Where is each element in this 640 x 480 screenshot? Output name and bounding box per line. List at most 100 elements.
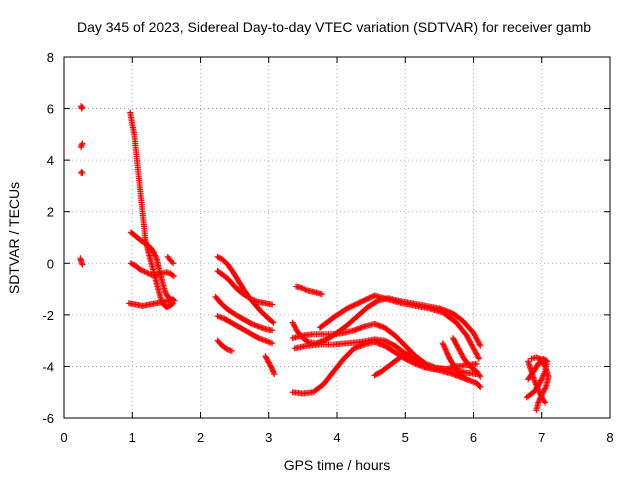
data-point [471, 332, 478, 339]
data-point [267, 363, 274, 370]
data-point [443, 349, 450, 356]
data-point [262, 353, 269, 360]
data-point [475, 338, 482, 345]
data-point [142, 269, 149, 276]
data-point [463, 332, 470, 339]
data-point [451, 337, 458, 344]
data-point [473, 335, 480, 342]
data-point [265, 359, 272, 366]
data-point [291, 323, 298, 330]
data-point [79, 104, 86, 111]
data-point [542, 399, 549, 406]
data-point [470, 329, 477, 336]
y-axis-label: SDTVAR / TECUs [6, 182, 22, 294]
data-point [542, 385, 549, 392]
data-point [269, 301, 276, 308]
data-point [476, 383, 483, 390]
data-point [291, 322, 298, 329]
data-point [538, 376, 545, 383]
x-axis-label: GPS time / hours [284, 457, 391, 473]
data-point [268, 364, 275, 371]
data-point [292, 324, 299, 331]
x-tick-label: 8 [606, 430, 613, 445]
axis-ticks [63, 56, 611, 419]
data-point [301, 286, 308, 293]
data-point [475, 340, 482, 347]
data-point [444, 351, 451, 358]
data-point [475, 354, 482, 361]
data-point [538, 393, 545, 400]
data-point [542, 384, 549, 391]
data-point [170, 260, 177, 267]
data-point [450, 335, 457, 342]
data-point [79, 140, 86, 147]
data-point [170, 296, 177, 303]
data-point [453, 341, 460, 348]
data-point [373, 298, 380, 305]
data-point [440, 341, 447, 348]
data-point [533, 407, 540, 414]
data-point [271, 371, 278, 378]
data-point [540, 389, 547, 396]
data-point [472, 349, 479, 356]
data-point [541, 398, 548, 405]
data-point [144, 269, 151, 276]
data-point [290, 320, 297, 327]
data-point [169, 272, 176, 279]
data-point [162, 288, 169, 295]
data-point [388, 340, 395, 347]
data-point [475, 355, 482, 362]
data-point [477, 373, 484, 380]
data-point [385, 339, 392, 346]
data-point [456, 346, 463, 353]
data-point [524, 393, 531, 400]
data-point [443, 347, 450, 354]
data-point [138, 267, 145, 274]
data-point [456, 347, 463, 354]
x-tick-label: 1 [129, 430, 136, 445]
data-point [473, 351, 480, 358]
data-point [289, 319, 296, 326]
data-point [477, 384, 484, 391]
data-point [459, 353, 466, 360]
plot-frame [63, 56, 611, 419]
y-tick-label: 2 [47, 205, 54, 220]
data-point [454, 344, 461, 351]
data-point [270, 319, 277, 326]
data-point [228, 347, 235, 354]
data-point [79, 261, 86, 268]
data-point [454, 342, 461, 349]
data-point [463, 376, 470, 383]
data-point [381, 337, 388, 344]
data-point [263, 355, 270, 362]
data-point [267, 362, 274, 369]
data-point [473, 350, 480, 357]
data-point [439, 340, 446, 347]
data-point [450, 336, 457, 343]
data-point [247, 295, 254, 302]
data-point [170, 273, 177, 280]
data-point [405, 350, 412, 357]
x-tick-label: 6 [470, 430, 477, 445]
data-point [473, 360, 480, 367]
data-points [77, 102, 552, 414]
data-point [78, 105, 85, 112]
data-point [78, 260, 85, 267]
data-point [523, 394, 530, 401]
data-point [467, 340, 474, 347]
data-point [538, 391, 545, 398]
data-point [299, 285, 306, 292]
data-point [145, 270, 152, 277]
data-point [440, 342, 447, 349]
data-point [476, 341, 483, 348]
data-point [457, 349, 464, 356]
data-point [531, 378, 538, 385]
data-point [263, 354, 270, 361]
data-point [471, 347, 478, 354]
y-tick-label: -6 [42, 411, 54, 426]
tick-labels: 0 1 2 3 4 5 6 7 8 -6 -4 -2 0 2 4 6 8 [42, 50, 613, 445]
data-point [541, 362, 548, 369]
data-point [536, 396, 543, 403]
data-point [468, 341, 475, 348]
data-point [537, 394, 544, 401]
